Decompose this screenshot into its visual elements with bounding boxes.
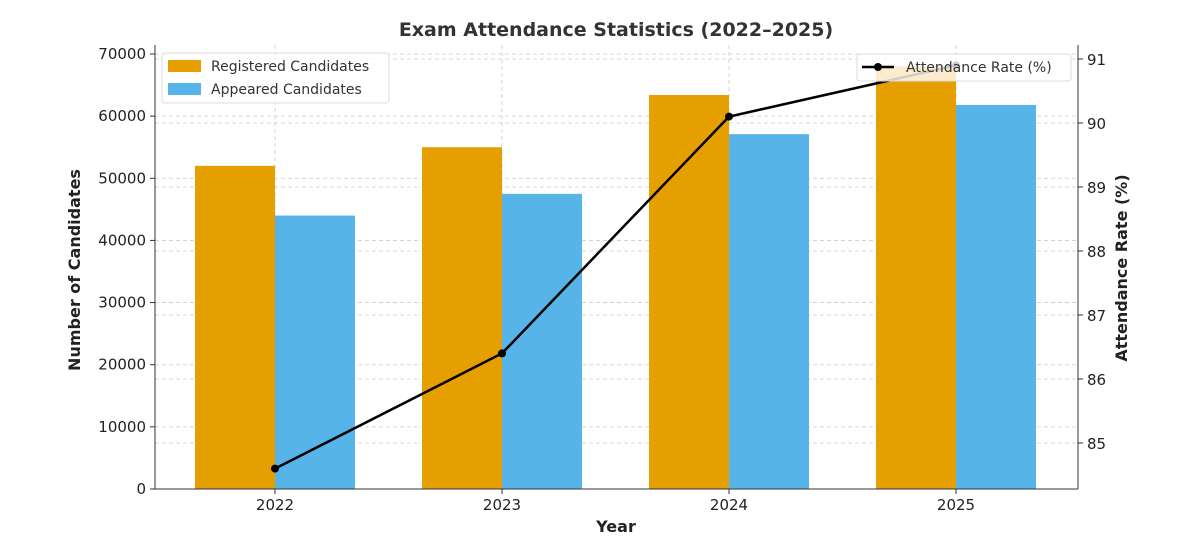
x-tick-label: 2025: [937, 496, 975, 514]
legend-label-appeared: Appeared Candidates: [211, 82, 362, 98]
legend-label-registered: Registered Candidates: [211, 59, 369, 75]
x-tick-label: 2022: [256, 496, 294, 514]
x-axis-label: Year: [595, 517, 636, 536]
y2-tick-label: 87: [1087, 307, 1106, 325]
chart-title: Exam Attendance Statistics (2022–2025): [399, 19, 833, 41]
y-tick-label: 0: [136, 480, 146, 498]
bars: [195, 66, 1036, 490]
y2-tick-label: 89: [1087, 179, 1106, 197]
legend-label-rate: Attendance Rate (%): [906, 60, 1052, 76]
bar-appeared-2024: [729, 134, 809, 489]
y2-tick-label: 91: [1087, 51, 1106, 69]
attendance-point-2022: [271, 464, 279, 473]
y-tick-label: 60000: [98, 107, 146, 125]
x-tick-label: 2023: [483, 496, 521, 514]
y-tick-label: 40000: [98, 231, 146, 249]
y-axis-label: Number of Candidates: [65, 169, 84, 371]
y-tick-label: 10000: [98, 418, 146, 436]
bar-appeared-2025: [956, 104, 1036, 489]
y-tick-label: 70000: [98, 45, 146, 63]
attendance-point-2024: [725, 112, 733, 121]
bar-registered-2025: [876, 66, 956, 489]
bar-registered-2024: [649, 95, 729, 489]
bar-registered-2022: [195, 165, 275, 489]
attendance-point-2023: [498, 349, 506, 358]
attendance-rate-line: [274, 64, 957, 470]
y2-axis-label: Attendance Rate (%): [1112, 174, 1131, 361]
y2-tick-label: 90: [1087, 115, 1106, 133]
legend-marker-rate: [874, 63, 882, 71]
x-tick-label: 2024: [710, 496, 748, 514]
legend-line: Attendance Rate (%): [856, 53, 1072, 82]
y-tick-label: 20000: [98, 356, 146, 374]
legend-swatch-registered: [168, 60, 201, 72]
legend-swatch-appeared: [168, 83, 201, 95]
y-tick-label: 30000: [98, 294, 146, 312]
bar-appeared-2023: [502, 193, 582, 490]
y2-tick-label: 85: [1087, 435, 1106, 453]
y2-tick-label: 86: [1087, 371, 1106, 389]
y-tick-label: 50000: [98, 169, 146, 187]
y2-tick-label: 88: [1087, 243, 1106, 261]
bar-registered-2023: [422, 147, 502, 489]
legend-bars: Registered Candidates Appeared Candidate…: [161, 52, 390, 104]
axes: 0 10000 20000 30000 40000 50000 60000 70000 85 86…: [98, 45, 1106, 514]
bar-appeared-2022: [275, 215, 355, 490]
